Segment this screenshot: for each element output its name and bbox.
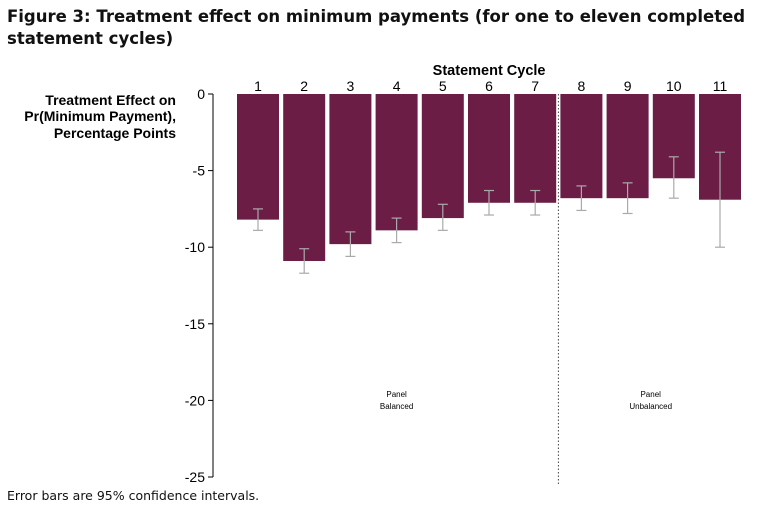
bar bbox=[329, 94, 372, 245]
x-tick-label: 3 bbox=[347, 78, 355, 94]
y-axis-label: Pr(Minimum Payment), bbox=[24, 108, 176, 124]
bar bbox=[560, 94, 603, 199]
bar bbox=[514, 94, 557, 203]
bar bbox=[606, 94, 649, 199]
x-tick-label: 5 bbox=[439, 78, 447, 94]
x-tick-label: 8 bbox=[578, 78, 586, 94]
bar bbox=[237, 94, 279, 220]
y-tick-label: -10 bbox=[185, 239, 205, 255]
x-tick-label: 10 bbox=[666, 78, 682, 94]
y-tick-label: 0 bbox=[197, 86, 205, 102]
bar bbox=[283, 94, 326, 261]
figure-title: Figure 3: Treatment effect on minimum pa… bbox=[7, 7, 746, 48]
x-tick-label: 1 bbox=[254, 78, 262, 94]
panel-label: Panel bbox=[640, 390, 661, 399]
x-tick-label: 9 bbox=[624, 78, 632, 94]
panel-label: Panel bbox=[386, 390, 407, 399]
x-tick-label: 4 bbox=[393, 78, 401, 94]
bar bbox=[421, 94, 464, 219]
panel-label: Unbalanced bbox=[629, 402, 672, 411]
y-tick-label: -25 bbox=[185, 469, 205, 485]
y-axis-label: Treatment Effect on bbox=[45, 92, 176, 108]
bar bbox=[375, 94, 418, 231]
y-tick-label: -15 bbox=[185, 316, 205, 332]
x-tick-label: 2 bbox=[300, 78, 308, 94]
panel-label: Balanced bbox=[380, 402, 413, 411]
x-tick-label: 7 bbox=[531, 78, 539, 94]
x-tick-label: 11 bbox=[713, 78, 728, 94]
y-tick-label: -20 bbox=[185, 392, 205, 408]
bar bbox=[468, 94, 510, 203]
chart-title: Statement Cycle bbox=[433, 63, 546, 79]
y-axis-label: Percentage Points bbox=[54, 125, 176, 141]
x-tick-label: 6 bbox=[485, 78, 493, 94]
y-tick-label: -5 bbox=[193, 163, 206, 179]
figure-footnote: Error bars are 95% confidence intervals. bbox=[7, 488, 260, 503]
